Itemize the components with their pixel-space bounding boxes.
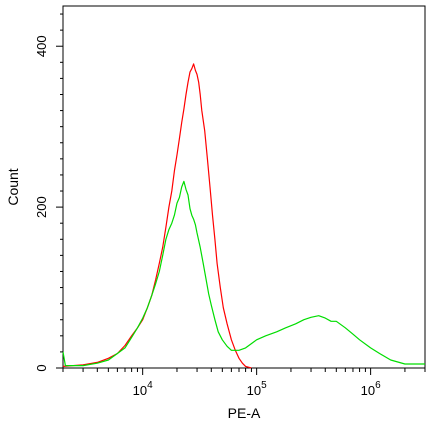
x-tick-label: 104	[133, 380, 153, 398]
series-line-1	[62, 63, 252, 369]
x-axis: 104 105 106	[62, 368, 426, 398]
y-tick-label: 400	[34, 35, 49, 57]
x-tick-label: 106	[361, 380, 381, 398]
x-axis-title: PE-A	[228, 405, 261, 421]
y-tick-label: 0	[34, 364, 49, 371]
series-group	[62, 63, 425, 369]
y-axis-title: Count	[5, 168, 21, 205]
series-line-2	[62, 180, 425, 367]
plot-area-frame	[62, 5, 426, 369]
y-axis: 0 200 400	[34, 13, 63, 372]
x-tick-label: 105	[247, 380, 267, 398]
y-tick-label: 200	[34, 196, 49, 218]
